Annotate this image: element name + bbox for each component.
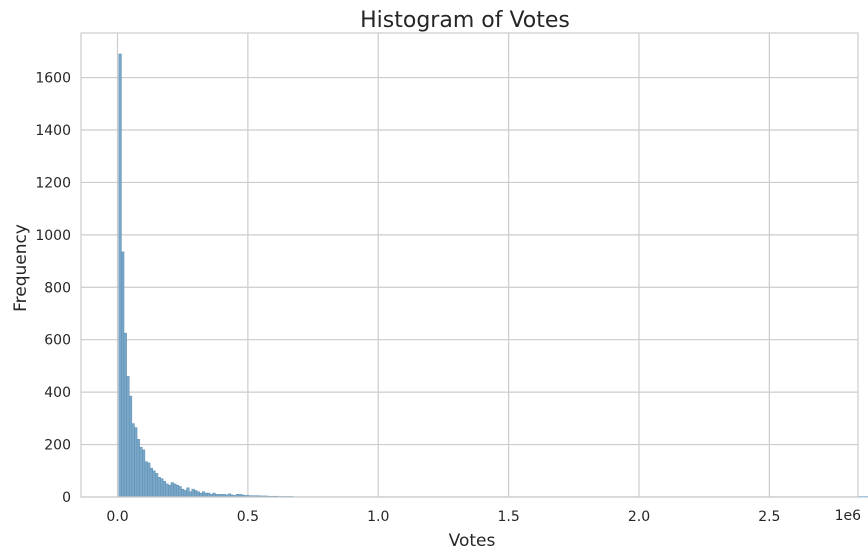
grid-lines xyxy=(81,33,858,498)
histogram-bar xyxy=(178,486,182,498)
x-tick-label: 1.0 xyxy=(367,509,389,525)
x-tick-label: 1.5 xyxy=(497,509,519,525)
histogram-bar xyxy=(168,484,172,498)
x-axis-offset-label: 1e6 xyxy=(835,508,862,524)
histogram-bar xyxy=(165,483,169,498)
histogram-bar xyxy=(155,473,159,498)
histogram-bar xyxy=(123,332,127,498)
histogram-bar xyxy=(139,446,143,498)
histogram-bars xyxy=(118,53,868,498)
histogram-bar xyxy=(196,491,200,498)
histogram-bar xyxy=(131,423,135,498)
histogram-bar xyxy=(152,470,156,498)
histogram-bar xyxy=(157,477,161,498)
y-tick-label: 800 xyxy=(44,280,71,296)
y-axis-title: Frequency xyxy=(11,224,31,312)
histogram-bar xyxy=(170,482,174,498)
x-tick-label: 0.0 xyxy=(106,509,128,525)
histogram-bar xyxy=(175,484,180,498)
plot-frame xyxy=(80,32,859,498)
histogram-bar xyxy=(118,53,122,498)
histogram-bar xyxy=(134,427,138,498)
x-tick-label: 2.5 xyxy=(758,509,780,525)
histogram-bar xyxy=(121,251,125,498)
x-axis-title: Votes xyxy=(449,531,496,551)
histogram-bar xyxy=(183,490,187,498)
y-tick-label: 1200 xyxy=(35,175,71,191)
histogram-bar xyxy=(188,491,193,498)
histogram-bar xyxy=(128,395,133,498)
y-tick-label: 600 xyxy=(44,333,71,349)
histogram-bar xyxy=(201,491,206,498)
histogram-bar xyxy=(181,488,185,498)
y-tick-label: 0 xyxy=(62,490,71,506)
x-tick-label: 0.5 xyxy=(237,509,259,525)
y-tick-label: 1400 xyxy=(35,123,71,139)
histogram-bar xyxy=(149,467,153,498)
y-tick-label: 400 xyxy=(44,385,71,401)
histogram-bar xyxy=(144,461,148,498)
y-tick-label: 200 xyxy=(44,438,71,454)
histogram-bar xyxy=(147,462,151,498)
histogram-bar xyxy=(194,490,198,498)
histogram-bar xyxy=(126,376,130,498)
chart-title: Histogram of Votes xyxy=(360,8,570,33)
tick-labels: 0.0 0.5 1.0 1.5 2.0 2.5 0 200 400 600 800 1000 1200 1… xyxy=(35,71,780,525)
histogram-bar xyxy=(186,487,190,498)
y-tick-label: 1000 xyxy=(35,228,71,244)
histogram-bar xyxy=(142,449,146,498)
histogram-bar xyxy=(173,483,177,498)
histogram-bar xyxy=(162,481,166,498)
histogram-bar xyxy=(136,439,140,498)
histogram-bar xyxy=(191,488,195,498)
histogram-bar xyxy=(160,478,164,498)
y-tick-label: 1600 xyxy=(35,71,71,87)
axes xyxy=(80,32,859,498)
x-tick-label: 2.0 xyxy=(628,509,650,525)
